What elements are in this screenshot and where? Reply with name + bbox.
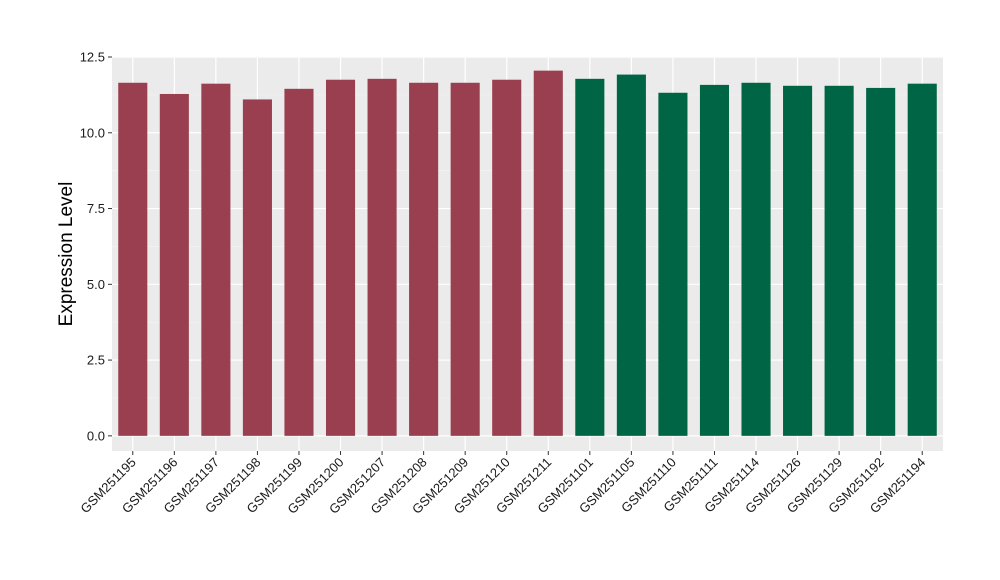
bar-GSM251194 xyxy=(907,83,937,436)
y-tick-label: 5.0 xyxy=(87,277,105,292)
bars xyxy=(118,70,937,436)
y-tick-label: 7.5 xyxy=(87,201,105,216)
bar-GSM251208 xyxy=(409,82,439,436)
bar-GSM251210 xyxy=(492,79,522,436)
y-tick-label: 12.5 xyxy=(80,50,105,65)
bar-GSM251192 xyxy=(866,87,896,436)
bar-GSM251101 xyxy=(575,78,605,436)
bar-GSM251196 xyxy=(159,93,189,436)
bar-GSM251105 xyxy=(616,74,646,436)
plot-panel xyxy=(112,57,943,451)
bar-GSM251211 xyxy=(533,70,563,436)
y-tick-label: 0.0 xyxy=(87,428,105,443)
bar-GSM251200 xyxy=(325,79,356,436)
bar-GSM251111 xyxy=(699,84,730,436)
bar-GSM251195 xyxy=(118,82,148,436)
bar-GSM251129 xyxy=(824,85,854,436)
bar-GSM251197 xyxy=(201,83,231,436)
y-tick-label: 10.0 xyxy=(80,125,105,140)
bar-GSM251110 xyxy=(658,92,688,436)
bar-GSM251198 xyxy=(242,99,272,436)
y-axis: 0.0 2.5 5.0 7.5 10.0 12.5 xyxy=(80,50,112,443)
y-axis-title: Expression Level xyxy=(56,182,77,327)
bar-GSM251207 xyxy=(367,78,397,436)
bar-GSM251209 xyxy=(450,82,480,436)
y-tick-label: 2.5 xyxy=(87,353,105,368)
x-axis: GSM251195GSM251196GSM251197GSM251198GSM2… xyxy=(77,451,928,517)
bar-GSM251199 xyxy=(284,88,314,436)
bar-GSM251114 xyxy=(741,82,771,436)
bar-GSM251126 xyxy=(783,85,813,436)
